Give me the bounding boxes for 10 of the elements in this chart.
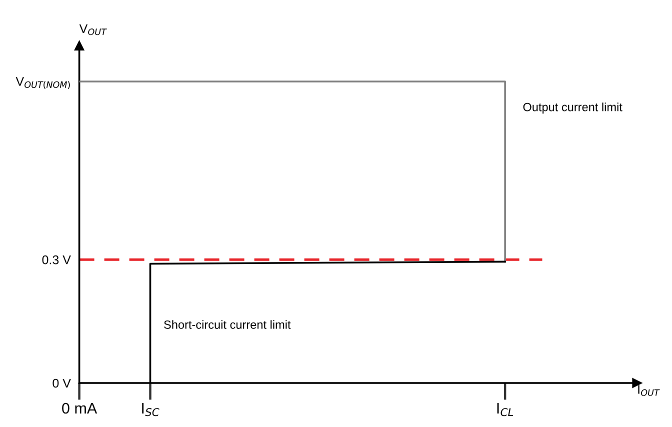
x-tick-label: 0 mA	[62, 402, 98, 414]
x-tick-label: I$_{SC}$	[142, 402, 160, 416]
x-tick-label: I$_{CL}$	[497, 402, 514, 416]
y-tick-label: 0 V	[52, 378, 71, 388]
y-tick-label: V$_{OUT(NOM)}$	[16, 77, 70, 89]
y-axis-title: V$_{OUT}$	[79, 24, 107, 36]
annotation: Short-circuit current limit	[164, 320, 291, 329]
y-tick-label: 0.3 V	[42, 255, 71, 264]
text: I$_{OUT}$	[638, 385, 660, 396]
annotation: Output current limit	[523, 102, 622, 114]
